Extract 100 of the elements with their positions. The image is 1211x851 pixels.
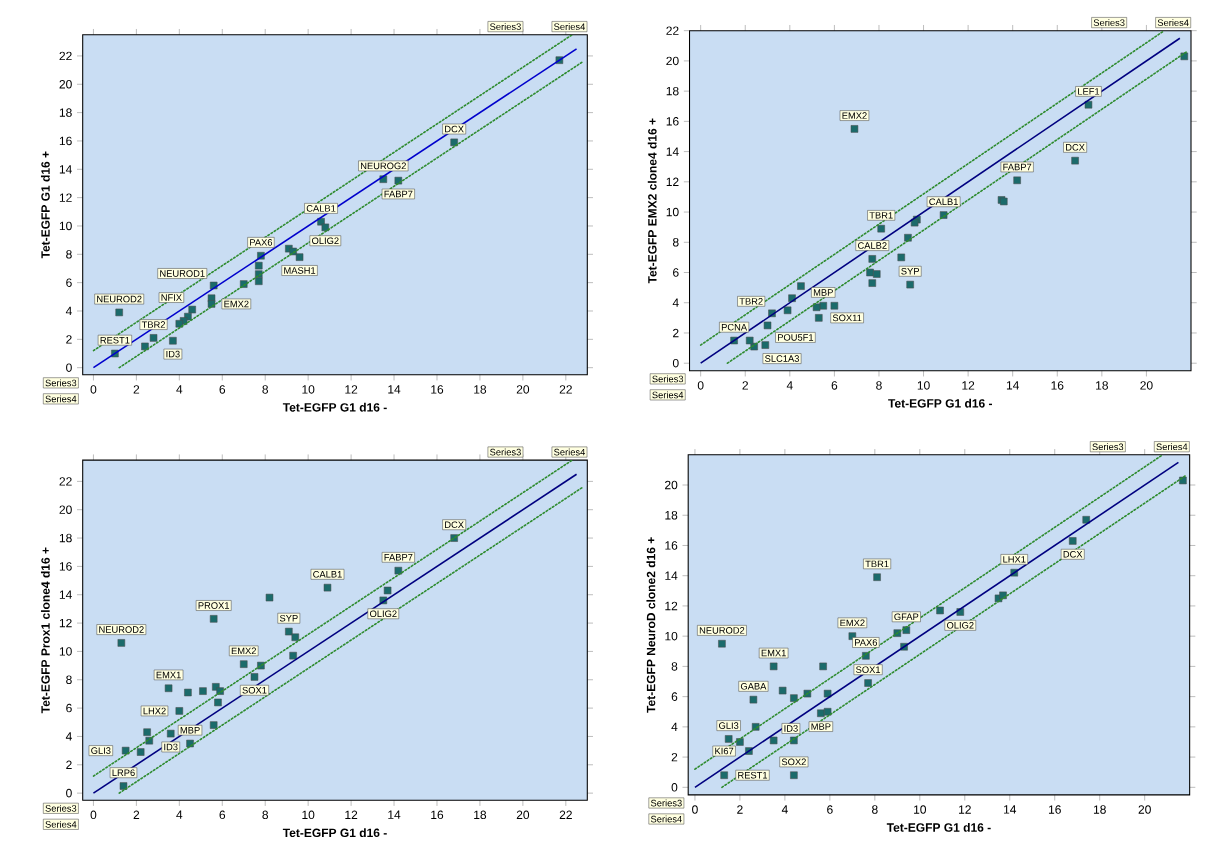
annotation: SOX1 [856,666,881,674]
y-tick-label: 14 [59,590,72,599]
annotation: REST1 [100,336,130,344]
text: Series3 [45,379,77,387]
annotation: PAX6 [855,639,878,646]
y-tick-label: 16 [665,541,678,550]
x-tick-label: 2 [737,805,743,814]
annotation: CALB1 [313,571,342,578]
annotation: EMX1 [761,649,786,657]
y-tick-label: 10 [59,221,72,231]
annotation: SYP [279,615,298,622]
y-tick-label: 2 [66,760,72,770]
annotation: ID3 [784,725,798,732]
x-tick-label: 6 [219,810,226,820]
y-tick-label: 6 [671,692,678,701]
x-tick-label: 18 [474,810,487,820]
annotation: KI67 [715,747,734,755]
y-tick-label: 2 [673,328,679,338]
annotation: MASH1 [284,267,316,274]
annotation: DCX [445,521,464,529]
y-tick-label: 4 [65,732,72,741]
annotation: LHX2 [143,707,166,715]
annotation: EMX2 [231,647,256,655]
annotation: CALB1 [306,205,336,212]
annotation: CALB1 [929,198,958,206]
y-axis-title: Tet-EGFP Prox1 clone4 d16 + [40,547,50,714]
annotation: PCNA [721,323,748,331]
x-tick-label: 6 [831,381,838,390]
x-tick-label: 22 [559,810,572,820]
annotation: TBR2 [141,321,166,328]
y-tick-label: 20 [665,480,678,490]
x-axis-title: Tet-EGFP G1 d16 - [886,822,991,832]
y-tick-label: 12 [665,601,678,611]
y-tick-label: 22 [59,51,72,61]
y-tick-label: 0 [66,363,72,372]
x-tick-label: 20 [1140,381,1153,390]
annotation: GLI3 [91,747,111,754]
annotation: EMX2 [224,300,249,308]
annotation: SOX2 [781,758,806,766]
annotation: PROX1 [198,602,230,609]
y-axis-title: Tet-EGFP NeuroD clone2 d16 + [646,537,656,713]
annotation: MBP [813,289,833,296]
y-tick-label: 0 [66,788,72,798]
y-tick-label: 20 [59,505,72,515]
x-tick-label: 10 [302,385,315,394]
y-tick-label: 0 [672,359,679,368]
y-tick-label: 0 [671,783,678,792]
y-tick-label: 4 [65,306,72,316]
x-tick-label: 8 [262,810,269,820]
x-tick-label: 16 [1048,805,1061,814]
x-tick-label: 8 [876,381,882,390]
x-tick-label: 20 [516,810,530,820]
y-tick-label: 8 [66,675,72,685]
annotation: ID3 [164,743,178,751]
annotation: LEF1 [1078,88,1100,95]
text: Series4 [1156,443,1188,451]
annotation: GABA [740,683,767,690]
x-tick-label: 2 [133,810,140,820]
y-tick-label: 14 [666,147,679,156]
y-tick-label: 2 [671,752,678,762]
annotation: ID3 [166,350,180,358]
annotation: TBR1 [869,212,893,219]
annotation: NFIX [161,294,182,301]
annotation: LRP6 [112,769,135,777]
y-tick-label: 18 [666,86,679,96]
y-tick-label: 4 [672,298,679,307]
x-tick-label: 14 [388,385,401,394]
y-axis-title: Tet-EGFP G1 d16 + [40,151,50,259]
text: Series4 [554,448,586,456]
annotation: SOX11 [832,314,862,322]
annotation: PAX6 [250,239,273,246]
y-tick-label: 6 [673,268,679,277]
x-tick-label: 16 [431,385,444,394]
x-tick-label: 2 [742,381,748,390]
y-tick-label: 18 [59,533,72,543]
y-tick-label: 8 [66,250,72,259]
annotation: GFAP [894,613,919,621]
y-tick-label: 22 [59,477,72,486]
x-tick-label: 10 [914,805,927,814]
annotation: TBR1 [865,560,889,568]
text: Series4 [554,23,586,31]
annotation: DCX [445,125,464,133]
annotation: OLIG2 [946,622,974,629]
x-tick-label: 0 [692,805,698,814]
annotation: MBP [811,723,831,730]
x-tick-label: 14 [1004,805,1017,814]
x-axis-title: Tet-EGFP G1 d16 - [888,398,993,408]
annotation: GLI3 [719,722,739,729]
y-tick-label: 16 [59,562,72,571]
y-tick-label: 16 [666,117,679,126]
y-tick-label: 10 [59,647,72,656]
text: Series4 [45,820,77,828]
text: Series3 [490,448,521,456]
x-tick-label: 12 [959,805,971,814]
x-tick-label: 20 [1138,805,1151,814]
annotation: TBR2 [739,298,763,305]
x-tick-label: 20 [516,385,530,394]
annotation: OLIG2 [312,237,339,245]
x-tick-label: 12 [345,810,358,820]
annotation: SLC1A3 [765,355,799,362]
